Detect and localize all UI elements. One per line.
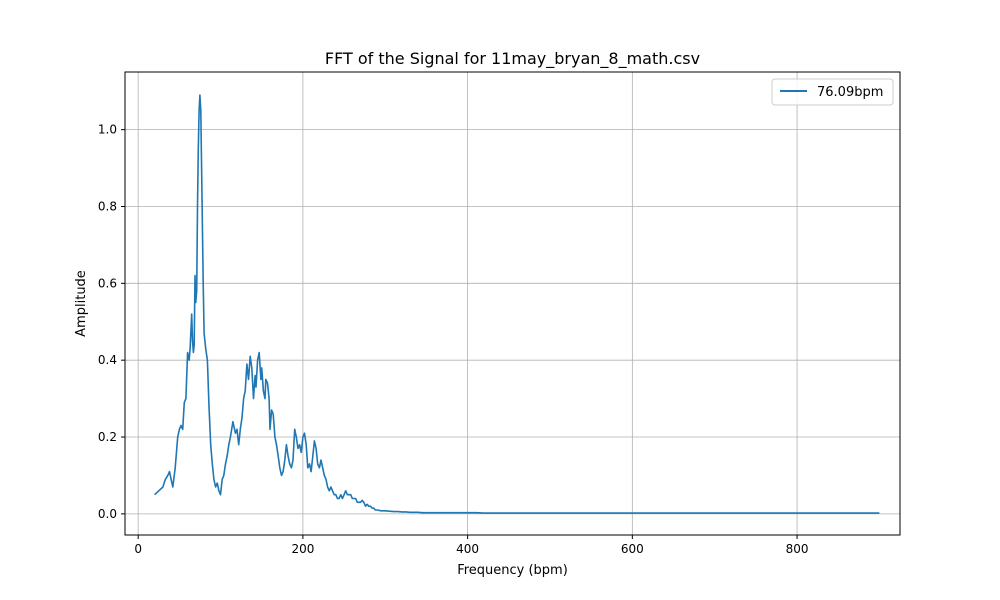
plot-frame: [124, 71, 901, 536]
y-tick-label: 0.6: [98, 276, 117, 290]
x-tick-label: 600: [621, 542, 644, 556]
y-tick-label: 1.0: [98, 123, 117, 137]
chart-title: FFT of the Signal for 11may_bryan_8_math…: [325, 49, 700, 69]
legend-label: 76.09bpm: [817, 85, 883, 100]
grid-lines: [125, 72, 900, 535]
y-tick-label: 0.0: [98, 507, 117, 521]
x-tick-label: 800: [786, 542, 809, 556]
legend-box: [771, 78, 894, 106]
x-tick-label: 400: [456, 542, 479, 556]
y-tick-label: 0.8: [98, 199, 117, 213]
series-line: [154, 94, 880, 514]
y-axis-label: Amplitude: [74, 270, 89, 337]
x-axis-label: Frequency (bpm): [457, 563, 568, 578]
x-tick-label: 0: [134, 542, 142, 556]
series-layer: [154, 94, 880, 514]
legend: 76.09bpm: [771, 78, 894, 106]
y-tick-label: 0.2: [98, 430, 117, 444]
x-tick-label: 200: [291, 542, 314, 556]
y-tick-label: 0.4: [98, 353, 117, 367]
axis-ticks: 0 200 400 600 800 0.0 0.2 0.4 0.6 0.8 1.0: [98, 123, 809, 556]
